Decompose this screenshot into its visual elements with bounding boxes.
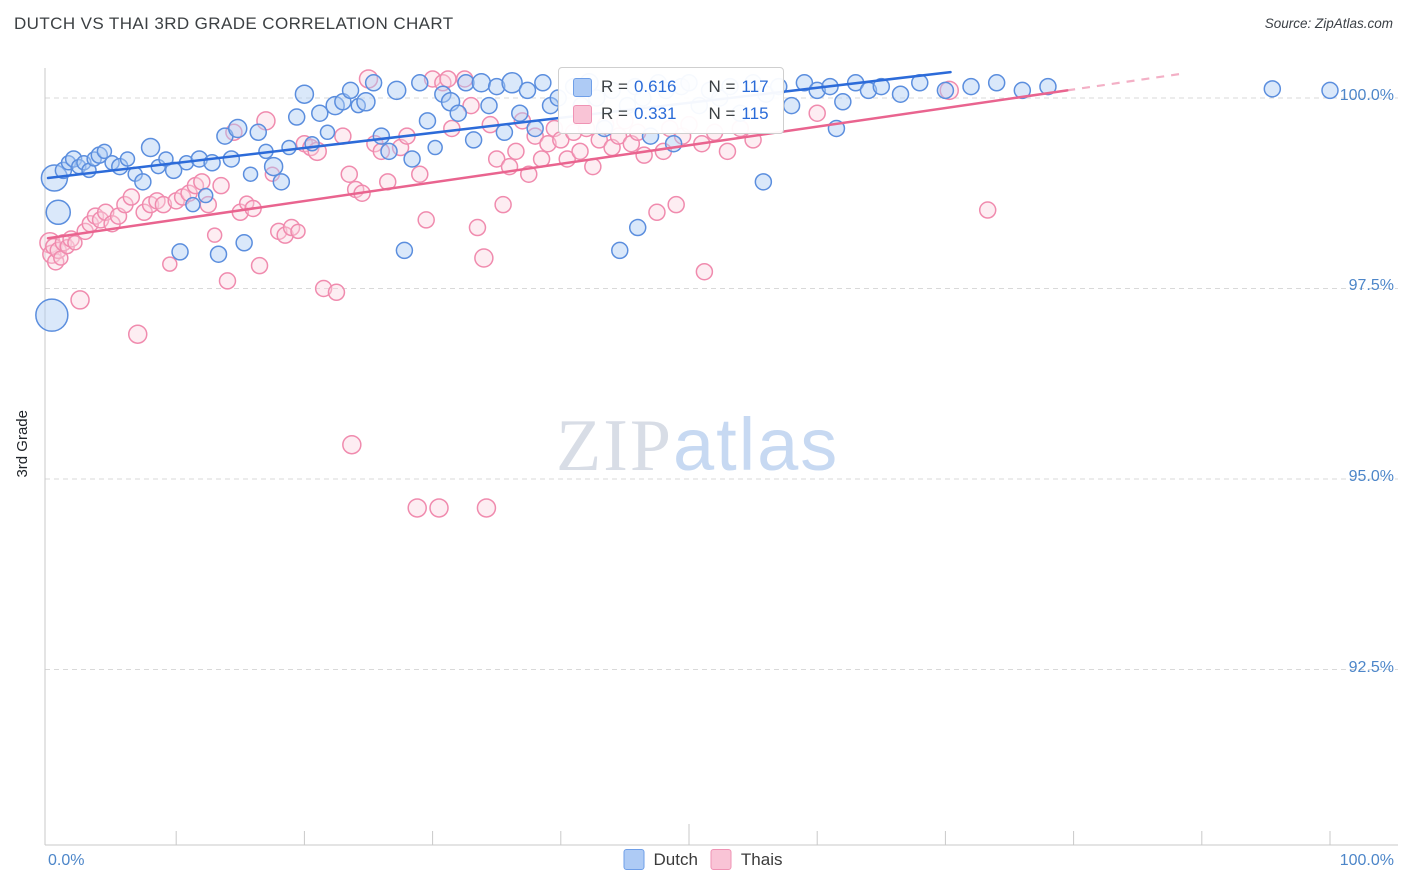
x-tick-100: 100.0%: [1339, 852, 1394, 869]
thais-n-value: 115: [741, 104, 769, 123]
thais-legend-label: Thais: [740, 849, 783, 869]
bottom-legend: Dutch Thais: [623, 849, 783, 870]
page-title: DUTCH VS THAI 3RD GRADE CORRELATION CHAR…: [14, 14, 454, 33]
dutch-legend-label: Dutch: [653, 849, 698, 869]
source-attribution: Source: ZipAtlas.com: [1264, 16, 1393, 31]
dutch-n-label: N =: [708, 77, 736, 96]
legend-item-thais: Thais: [710, 849, 783, 870]
dutch-r-value: 0.616: [633, 77, 677, 96]
y-tick-97-5: 97.5%: [1348, 277, 1394, 294]
dutch-n-value: 117: [741, 77, 769, 96]
y-tick-95: 95.0%: [1348, 468, 1394, 485]
thais-r-label: R =: [601, 104, 628, 123]
dutch-r-label: R =: [601, 77, 628, 96]
thais-swatch-icon: [573, 104, 592, 124]
legend-stats-box: R = 0.616 N = 117 R = 0.331 N = 115: [558, 67, 784, 134]
legend-item-dutch: Dutch: [623, 849, 698, 870]
thais-legend-swatch-icon: [710, 849, 732, 870]
dutch-legend-swatch-icon: [623, 849, 645, 870]
stats-row-dutch: R = 0.616 N = 117: [573, 77, 769, 97]
y-tick-100: 100.0%: [1339, 87, 1394, 104]
thais-n-label: N =: [708, 104, 736, 123]
y-tick-92-5: 92.5%: [1348, 659, 1394, 676]
dutch-swatch-icon: [573, 77, 592, 97]
thais-r-value: 0.331: [633, 104, 677, 123]
x-tick-0: 0.0%: [48, 852, 85, 869]
stats-row-thais: R = 0.331 N = 115: [573, 104, 769, 124]
